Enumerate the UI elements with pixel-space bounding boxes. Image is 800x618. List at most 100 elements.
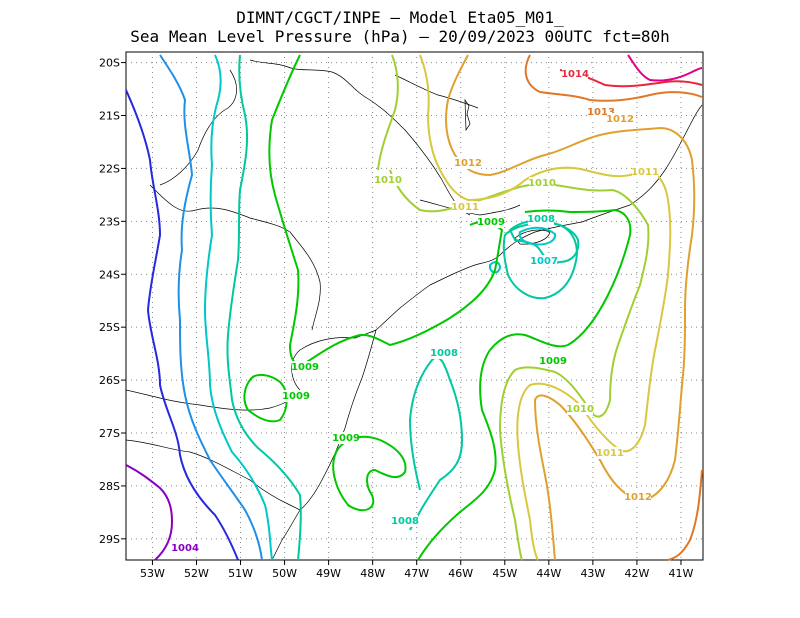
isobar-1009-west	[268, 54, 504, 365]
state-border	[125, 439, 301, 511]
lat-label: 24S	[99, 268, 120, 281]
lat-label: 28S	[99, 480, 120, 493]
isobar-1009-loop-b	[332, 435, 407, 512]
contour-label-1012b: 1012	[454, 158, 482, 169]
contour-label-bg	[283, 390, 309, 402]
lon-label: 42W	[624, 567, 649, 580]
contour-label-bg	[452, 201, 478, 213]
contour-label-bg	[172, 542, 198, 554]
axis-ticks	[121, 62, 682, 565]
contour-label-1012a: 1012	[606, 114, 634, 125]
contour-label-bg	[625, 491, 651, 503]
state-border	[394, 74, 479, 109]
isobar-1011	[419, 54, 672, 561]
lon-label: 52W	[184, 567, 209, 580]
lon-label: 43W	[580, 567, 605, 580]
contour-label-1011a: 1011	[631, 167, 659, 178]
isobar-1005	[125, 89, 239, 561]
isobar-1015	[627, 54, 703, 82]
lon-label: 47W	[404, 567, 429, 580]
isobar-1009-east	[417, 208, 632, 561]
contour-label-1009a: 1009	[477, 217, 505, 228]
state-border	[249, 59, 471, 216]
lon-label: 51W	[228, 567, 253, 580]
coastline	[271, 329, 377, 561]
lon-label: 41W	[669, 567, 694, 580]
lat-label: 22S	[99, 162, 120, 175]
lat-label: 27S	[99, 427, 120, 440]
lat-label: 25S	[99, 321, 120, 334]
contour-label-1008a: 1008	[527, 214, 555, 225]
longitude-labels: 53W 52W 51W 50W 49W 48W 47W 46W 45W 44W 43W 42W 41W	[140, 567, 694, 580]
contour-label-1011b: 1011	[451, 202, 479, 213]
contour-label-bg	[529, 177, 555, 189]
contour-label-1008c: 1008	[391, 516, 419, 527]
contour-label-1004: 1004	[171, 543, 199, 554]
lon-label: 53W	[140, 567, 165, 580]
contour-label-bg	[632, 166, 658, 178]
lat-label: 29S	[99, 533, 120, 546]
title-line-1: DIMNT/CGCT/INPE – Model Eta05_M01_	[236, 8, 564, 27]
isobar-1007-loop	[489, 226, 557, 274]
isobar-1012	[445, 54, 696, 561]
coastline	[375, 104, 703, 331]
isobar-1007	[203, 54, 273, 561]
state-border	[419, 199, 521, 216]
contour-label-bg	[375, 174, 401, 186]
contour-label-bg	[333, 432, 359, 444]
island	[514, 229, 551, 245]
map-frame	[125, 51, 704, 561]
isobar-1004	[125, 464, 174, 561]
contour-label-1010c: 1010	[566, 404, 594, 415]
contour-label-1013: 1013	[587, 107, 615, 118]
coastline-and-borders	[125, 59, 703, 561]
contour-label-bg	[567, 403, 593, 415]
contour-label-1012c: 1012	[624, 492, 652, 503]
lon-label: 45W	[492, 567, 517, 580]
contour-label-1008b: 1008	[430, 348, 458, 359]
title-line-2: Sea Mean Level Pressure (hPa) – 20/09/20…	[130, 27, 670, 46]
contour-label-1010a: 1010	[374, 175, 402, 186]
lat-label: 21S	[99, 110, 120, 123]
contour-label-bg	[455, 157, 481, 169]
contour-label-bg	[431, 347, 457, 359]
contour-label-1010b: 1010	[528, 178, 556, 189]
contour-label-1009d: 1009	[332, 433, 360, 444]
lat-label: 20S	[99, 57, 120, 70]
lon-label: 44W	[536, 567, 561, 580]
state-border	[149, 184, 321, 331]
contour-label-bg	[540, 355, 566, 367]
contour-label-bg	[531, 255, 557, 267]
lat-label: 23S	[99, 215, 120, 228]
contour-label-1009c: 1009	[282, 391, 310, 402]
contour-label-bg	[528, 213, 554, 225]
contour-label-bg	[392, 515, 418, 527]
contour-label-bg	[597, 447, 623, 459]
state-border	[159, 69, 237, 186]
lon-label: 48W	[360, 567, 385, 580]
contour-label-1014: 1014	[561, 69, 589, 80]
contour-label-1009b: 1009	[291, 362, 319, 373]
contour-label-1007: 1007	[530, 256, 558, 267]
contour-label-1009e: 1009	[539, 356, 567, 367]
isobar-1006	[159, 54, 263, 561]
contour-label-bg	[478, 216, 504, 228]
contour-label-bg	[562, 68, 588, 80]
isobars	[125, 54, 703, 561]
lake	[464, 98, 471, 132]
state-border	[291, 329, 377, 391]
isobar-1013	[524, 54, 703, 561]
contour-label-1011c: 1011	[596, 448, 624, 459]
latitude-labels: 20S 21S 22S 23S 24S 25S 26S 27S 28S 29S	[99, 57, 120, 546]
contour-label-bg	[292, 361, 318, 373]
isobar-1009-loop-a	[243, 374, 288, 423]
lat-label: 26S	[99, 374, 120, 387]
isobar-1008-west	[226, 54, 302, 561]
isobar-1008-east	[408, 356, 464, 531]
isobar-1010	[377, 54, 650, 561]
isobar-1008-loop	[502, 222, 578, 300]
contour-label-bg	[607, 113, 633, 125]
lon-label: 50W	[272, 567, 297, 580]
